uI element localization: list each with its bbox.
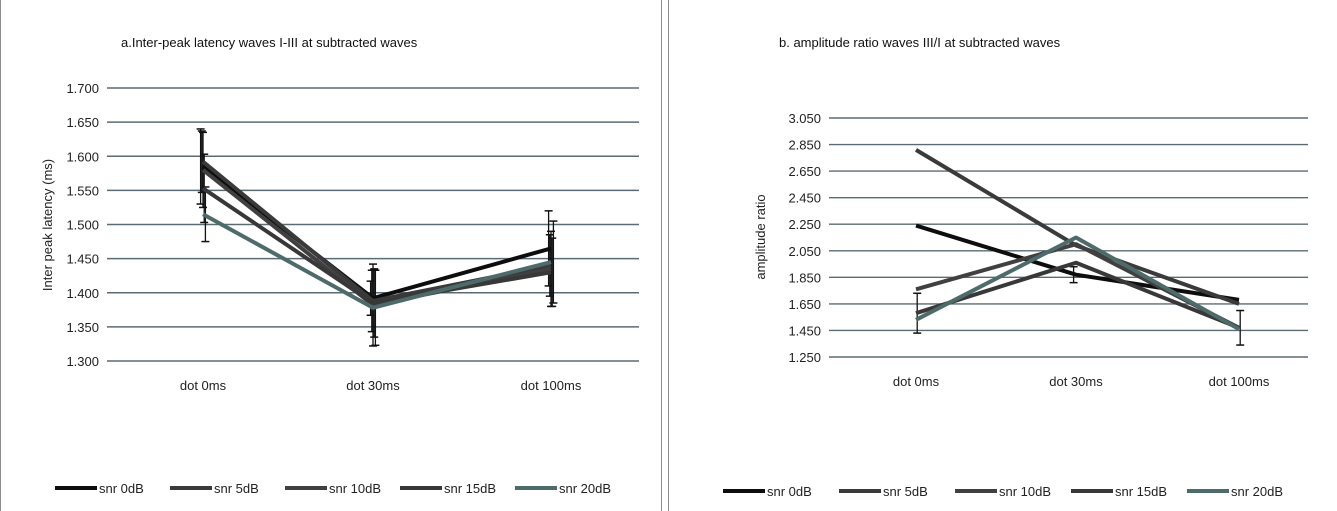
series-line (915, 223, 1240, 302)
y-tick-label: 2.850 (788, 138, 821, 153)
y-tick-label: 1.400 (66, 286, 99, 301)
legend-label: snr 10dB (999, 484, 1051, 499)
chart-panel-a: a.Inter-peak latency waves I-III at subt… (0, 0, 662, 511)
chart-a-title: a.Inter-peak latency waves I-III at subt… (121, 35, 418, 50)
legend-label: snr 20dB (559, 481, 611, 496)
y-tick-label: 1.550 (66, 183, 99, 198)
y-tick-label: 1.650 (788, 297, 821, 312)
y-tick-label: 2.450 (788, 191, 821, 206)
legend-label: snr 0dB (99, 481, 144, 496)
series-line (915, 235, 1240, 331)
x-tick-label: dot 30ms (346, 378, 400, 393)
series-line (915, 260, 1240, 330)
legend-label: snr 10dB (329, 481, 381, 496)
legend-label: snr 5dB (214, 481, 259, 496)
x-tick-label: dot 100ms (521, 378, 582, 393)
legend-label: snr 20dB (1231, 484, 1283, 499)
y-tick-label: 1.250 (788, 350, 821, 365)
chart-b-title: b. amplitude ratio waves III/I at subtra… (779, 35, 1061, 50)
x-tick-label: dot 0ms (180, 378, 227, 393)
legend-label: snr 5dB (883, 484, 928, 499)
chart-b: b. amplitude ratio waves III/I at subtra… (723, 35, 1308, 499)
series-line (202, 212, 552, 310)
legend-label: snr 15dB (444, 481, 496, 496)
series-line (914, 148, 1240, 306)
y-tick-label: 1.350 (66, 320, 99, 335)
y-tick-label: 1.300 (66, 354, 99, 369)
y-tick-label: 1.500 (66, 218, 99, 233)
y-tick-label: 1.600 (66, 149, 99, 164)
x-tick-label: dot 30ms (1049, 374, 1103, 389)
x-tick-label: dot 0ms (893, 374, 940, 389)
y-tick-label: 1.850 (788, 270, 821, 285)
chart-b-content: 1.250 1.450 1.650 1.850 2.050 2.250 2.450 2.650… (723, 111, 1308, 499)
chart-panel-b: b. amplitude ratio waves III/I at subtra… (668, 0, 1337, 511)
y-tick-label: 1.700 (66, 81, 99, 96)
y-tick-label: 2.050 (788, 244, 821, 259)
y-tick-label: 3.050 (788, 111, 821, 126)
y-tick-label: 1.450 (66, 252, 99, 267)
y-tick-label: 1.450 (788, 323, 821, 338)
x-tick-label: dot 100ms (1209, 374, 1270, 389)
chart-a: a.Inter-peak latency waves I-III at subt… (40, 35, 639, 496)
y-tick-label: 2.250 (788, 217, 821, 232)
chart-a-y-axis-label: Inter peak latency (ms) (40, 159, 55, 291)
legend-label: snr 15dB (1115, 484, 1167, 499)
y-tick-label: 2.650 (788, 164, 821, 179)
chart-b-y-axis-label: amplitude ratio (753, 194, 768, 279)
y-tick-label: 1.650 (66, 115, 99, 130)
series-line (201, 186, 552, 305)
legend-label: snr 0dB (767, 484, 812, 499)
